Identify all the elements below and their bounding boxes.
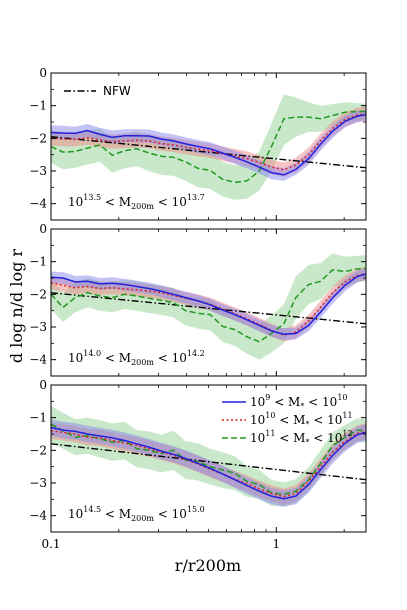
mass-bin-annotation-part: 200m — [131, 514, 154, 523]
nfw-line — [51, 136, 366, 169]
legend-label-low-part: 10 — [337, 393, 347, 402]
mass-bin-annotation-part: 14.5 — [83, 505, 101, 514]
panel-1: 0 −1 −2 −3 −4 1013.5 < M200m < 1013.7 NFW — [29, 66, 367, 221]
mass-bin-annotation-part: < 10 — [154, 507, 187, 521]
line-high — [51, 110, 366, 184]
mass-bin-annotation: 1014.5 < M200m < 1015.0 — [68, 505, 205, 523]
mass-bin-annotation-part: 15.0 — [187, 505, 205, 514]
y-tick-label: −2 — [29, 131, 47, 145]
y-axis-label: d log n/d log r — [7, 249, 26, 364]
y-tick-label: 0 — [39, 378, 47, 392]
y-tick-label: −3 — [29, 320, 47, 334]
line-low — [51, 426, 366, 500]
mass-bin-annotation-part: 13.7 — [187, 193, 205, 202]
mass-bin-annotation-part: 13.5 — [83, 193, 101, 202]
legend-label-low-part: * — [300, 402, 304, 411]
legend-label-low-part: < M — [270, 395, 300, 409]
legend-label-mid-part: * — [305, 420, 309, 429]
mass-bin-annotation-part: 10 — [68, 351, 83, 365]
legend-label-high-part: * — [305, 438, 309, 447]
band-high — [51, 406, 366, 507]
y-tick-label: −4 — [29, 509, 47, 523]
x-axis-label: r/r200m — [175, 556, 241, 575]
legend-label-mid-part: < 10 — [309, 413, 342, 427]
mass-bin-annotation: 1014.0 < M200m < 1014.2 — [68, 349, 205, 367]
mass-bin-annotation-part: 200m — [131, 358, 154, 367]
x-tick-label: 1 — [273, 537, 281, 551]
y-tick-label: −2 — [29, 443, 47, 457]
legend-label-high-part: 11 — [265, 429, 275, 438]
legend-label-mid-part: 10 — [250, 413, 265, 427]
legend-label-high-part: < 10 — [309, 431, 342, 445]
legend-label-mid: 1010 < M* < 1011 — [250, 411, 353, 429]
x-tick-label: 0.1 — [41, 537, 60, 551]
legend-label-high: 1011 < M* < 1012 — [250, 429, 353, 447]
mass-bin-annotation: 1013.5 < M200m < 1013.7 — [68, 193, 205, 211]
mass-bin-annotation-part: < M — [101, 351, 131, 365]
y-tick-label: −2 — [29, 287, 47, 301]
y-tick-label: −4 — [29, 353, 47, 367]
legend-label-mid-part: 10 — [265, 411, 275, 420]
y-tick-label: 0 — [39, 66, 47, 80]
mass-bin-annotation-part: 200m — [131, 202, 154, 211]
mass-bin-annotation-part: 14.2 — [187, 349, 205, 358]
legend-label-low-part: 9 — [265, 393, 270, 402]
mass-bin-annotation-part: 14.0 — [83, 349, 101, 358]
plot-area — [51, 253, 366, 360]
legend-label-mid-part: < M — [275, 413, 305, 427]
line-high — [51, 267, 366, 343]
legend-label-low-part: 10 — [250, 395, 265, 409]
line-low — [51, 273, 366, 335]
mass-bin-annotation-part: < 10 — [154, 351, 187, 365]
y-tick-label: 0 — [39, 222, 47, 236]
mass-bin-annotation-part: 10 — [68, 195, 83, 209]
plot-area — [51, 94, 366, 200]
legend-label-high-part: < M — [275, 431, 305, 445]
mass-bin-annotation-part: < M — [101, 195, 131, 209]
nfw-line — [51, 292, 366, 325]
band-low — [51, 109, 366, 181]
legend-label-mid-part: 11 — [342, 411, 352, 420]
line-high — [51, 423, 366, 496]
y-tick-label: −3 — [29, 164, 47, 178]
nfw-legend-label: NFW — [103, 84, 131, 98]
mass-bin-annotation-part: < M — [101, 507, 131, 521]
mass-bin-annotation-part: 10 — [68, 507, 83, 521]
nfw-line — [51, 443, 366, 481]
band-high — [51, 94, 366, 200]
y-tick-label: −3 — [29, 476, 47, 490]
y-tick-label: −4 — [29, 197, 47, 211]
legend-label-low: 109 < M* < 1010 — [250, 393, 348, 411]
legend-label-high-part: 12 — [342, 429, 352, 438]
panel-2: 0 −1 −2 −3 −4 1014.0 < M200m < 1014.2 — [29, 222, 367, 377]
legend-label-low-part: < 10 — [304, 395, 337, 409]
line-low — [51, 114, 366, 176]
y-tick-label: −1 — [29, 411, 47, 425]
y-tick-label: −1 — [29, 255, 47, 269]
legend-label-high-part: 10 — [250, 431, 265, 445]
y-tick-label: −1 — [29, 99, 47, 113]
mass-bin-annotation-part: < 10 — [154, 195, 187, 209]
plot-area — [51, 406, 366, 507]
